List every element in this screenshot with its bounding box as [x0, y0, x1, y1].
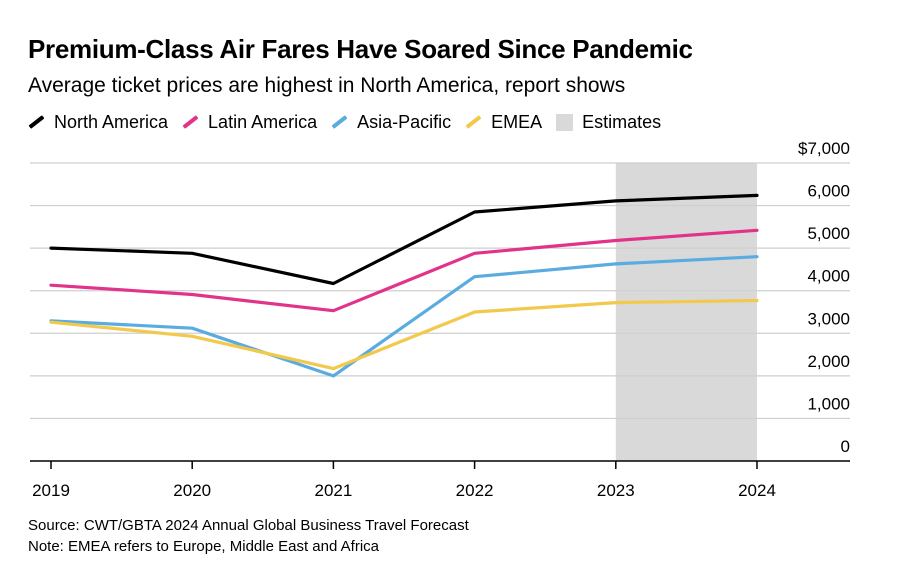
legend-item-north-america: North America [28, 112, 168, 133]
x-tick-label-2024: 2024 [738, 481, 776, 500]
legend-label-asia-pacific: Asia-Pacific [357, 111, 452, 132]
estimates-shaded-region [615, 163, 757, 461]
legend-label-north-america: North America [54, 111, 169, 132]
legend-label-estimates: Estimates [582, 111, 662, 132]
legend-item-latin-america: Latin America [182, 112, 317, 133]
legend-item-estimates: Estimates [556, 112, 661, 133]
legend: North America Latin America Asia-Pacific… [28, 109, 675, 135]
y-tick-label-1000: 1,000 [807, 394, 850, 413]
y-tick-label-2000: 2,000 [807, 352, 850, 371]
legend-label-emea: EMEA [491, 111, 543, 132]
y-tick-label-4000: 4,000 [807, 267, 850, 286]
x-tick-label-2021: 2021 [314, 481, 352, 500]
x-tick-label-2022: 2022 [456, 481, 494, 500]
x-tick-label-2020: 2020 [173, 481, 211, 500]
footnote: Note: EMEA refers to Europe, Middle East… [28, 538, 380, 555]
legend-label-latin-america: Latin America [208, 111, 318, 132]
y-tick-label-6000: 6,000 [807, 182, 850, 201]
x-tick-label-2019: 2019 [32, 481, 70, 500]
series-line-emea [49, 298, 759, 371]
legend-item-asia-pacific: Asia-Pacific [331, 112, 451, 133]
y-tick-label-0: 0 [841, 437, 850, 456]
series-line-asia-pacific [49, 255, 759, 378]
series-line-north-america [49, 193, 759, 286]
chart-title: Premium-Class Air Fares Have Soared Sinc… [28, 34, 693, 64]
y-tick-label-7000: $7,000 [798, 139, 850, 158]
source-note: Source: CWT/GBTA 2024 Annual Global Busi… [28, 517, 469, 534]
legend-item-emea: EMEA [465, 112, 542, 133]
y-tick-label-5000: 5,000 [807, 224, 850, 243]
chart-subtitle: Average ticket prices are highest in Nor… [28, 74, 626, 97]
x-tick-label-2023: 2023 [597, 481, 635, 500]
series-line-latin-america [49, 228, 759, 313]
legend-swatch-estimates [556, 113, 574, 131]
y-tick-label-3000: 3,000 [807, 309, 850, 328]
